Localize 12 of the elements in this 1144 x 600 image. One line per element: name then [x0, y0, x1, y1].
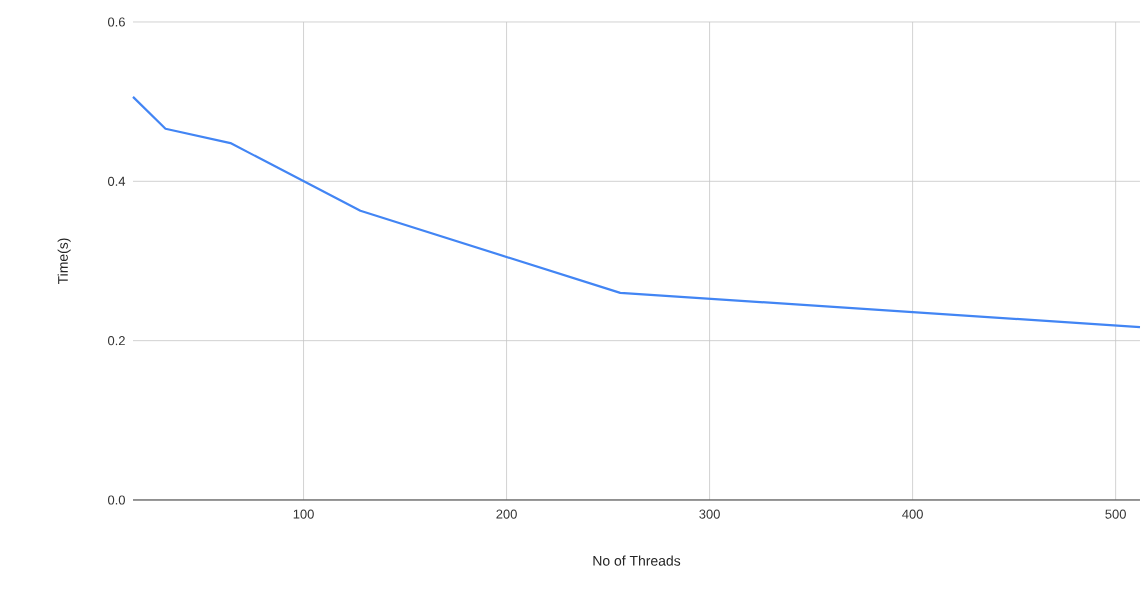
line-series — [131, 95, 1142, 329]
y-axis-title: Time(s) — [57, 238, 71, 285]
x-tick-label: 200 — [496, 509, 517, 519]
y-tick-label: 0.2 — [107, 336, 125, 346]
y-tick-label: 0.6 — [107, 17, 125, 27]
x-axis-title: No of Threads — [593, 555, 681, 566]
y-tick-label: 0.0 — [107, 495, 125, 505]
y-tick-label: 0.4 — [107, 176, 126, 186]
x-tick-label: 100 — [293, 509, 314, 519]
x-tick-label: 400 — [902, 509, 923, 519]
x-tick-label: 500 — [1105, 509, 1126, 519]
x-tick-label: 300 — [699, 509, 720, 519]
